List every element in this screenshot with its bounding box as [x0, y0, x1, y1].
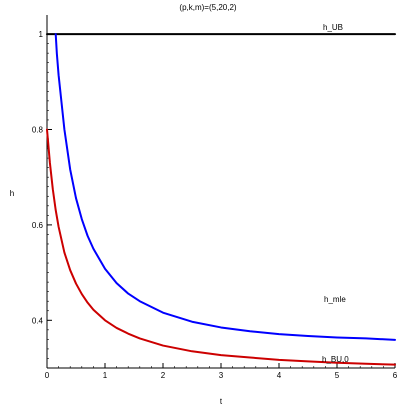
- y-tick-label: 0.4: [32, 316, 44, 325]
- series-label-h-mle: h_mle: [324, 295, 346, 304]
- x-tick-label: 3: [219, 371, 224, 380]
- y-tick-label: 1: [39, 30, 44, 39]
- series-line-h-mle: [54, 33, 396, 341]
- y-axis-label: h: [10, 189, 14, 198]
- chart-title: (p,k,m)=(5,20,2): [179, 3, 236, 12]
- x-tick-label: 0: [45, 371, 50, 380]
- y-tick-label: 0.8: [32, 125, 44, 134]
- series-label-h-bu0: h_BU,0: [322, 355, 349, 364]
- axis-ticks: 0 1 2 3 4 5 6 0.4 0.6 0.8 1: [32, 30, 398, 380]
- x-tick-label: 1: [103, 371, 108, 380]
- series-label-h-ub: h_UB: [323, 23, 343, 32]
- x-tick-label: 4: [277, 371, 282, 380]
- series-labels: h_UB h_mle h_BU,0: [322, 23, 349, 364]
- x-tick-label: 5: [335, 371, 340, 380]
- series-line-h-bu0: [46, 128, 396, 366]
- y-tick-label: 0.6: [32, 221, 44, 230]
- x-tick-label: 6: [393, 371, 398, 380]
- x-tick-label: 2: [161, 371, 166, 380]
- x-axis-label: t: [220, 397, 223, 406]
- series-group: [46, 33, 396, 366]
